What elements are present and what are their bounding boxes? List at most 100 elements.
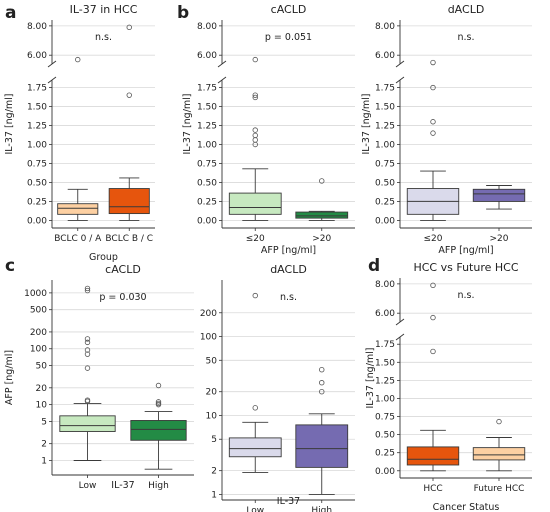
y-tick-label: 0.50 [375, 431, 395, 441]
y-tick-label: 0.75 [375, 159, 395, 169]
x-tick-label: Future HCC [474, 484, 525, 494]
y-tick-label: 1.25 [375, 376, 395, 386]
outlier-point [126, 92, 132, 98]
y-tick-label: 0.50 [27, 178, 47, 188]
outlier-point [84, 351, 91, 357]
y-tick-label: 0.25 [197, 197, 217, 207]
x-tick-label: >20 [312, 234, 331, 244]
y-tick-label: 1.50 [375, 103, 395, 113]
y-tick-label: 0.25 [375, 449, 395, 459]
y-tick-label: 1.00 [197, 141, 217, 151]
x-tick-label: High [148, 481, 169, 491]
y-tick-label: 8.00 [27, 22, 47, 32]
x-axis-label: Group [89, 252, 118, 263]
outlier-point [84, 347, 91, 353]
outlier-point [252, 137, 258, 143]
outlier-point [84, 287, 91, 294]
y-tick-label: 10 [206, 411, 218, 421]
box-iqr [130, 420, 187, 441]
outlier-point [84, 339, 91, 346]
y-tick-label: 0.00 [375, 467, 395, 477]
chart-title: cACLD [105, 263, 141, 276]
y-tick-label: 1.00 [27, 141, 47, 151]
box-iqr [295, 424, 349, 468]
panel-letter-d: d [368, 256, 380, 276]
chart-title: HCC vs Future HCC [413, 261, 518, 274]
outlier-point [252, 127, 258, 133]
y-tick-label: 0.00 [375, 216, 395, 226]
significance-annotation: p = 0.051 [265, 32, 312, 43]
y-tick-label: 100 [30, 345, 47, 355]
y-tick-label: 0.50 [375, 178, 395, 188]
y-axis-label: IL-37 [ng/ml] [361, 93, 372, 154]
y-tick-label: 20 [206, 388, 218, 398]
outlier-point [84, 365, 91, 371]
x-tick-label: High [311, 506, 332, 512]
significance-annotation: p = 0.030 [99, 292, 146, 303]
y-tick-label: 1.75 [197, 84, 217, 94]
y-tick-label: 1.75 [27, 84, 47, 94]
y-tick-label: 0.25 [375, 197, 395, 207]
panel-letter-c: c [5, 256, 15, 276]
outlier-point [319, 367, 325, 373]
outlier-point [430, 282, 436, 289]
outlier-point [430, 314, 436, 321]
x-tick-label: BCLC 0 / A [54, 234, 102, 244]
significance-annotation: n.s. [280, 292, 297, 303]
y-tick-label: 0.00 [197, 216, 217, 226]
x-tick-label: ≤20 [424, 234, 443, 244]
axis-break-mark [47, 60, 57, 68]
y-tick-label: 6.00 [197, 51, 217, 61]
outlier-point [155, 382, 162, 389]
significance-annotation: n.s. [95, 32, 112, 43]
y-axis-label: IL-37 [ng/ml] [4, 93, 15, 154]
panel-letter-b: b [177, 3, 189, 23]
y-tick-label: 0.50 [197, 178, 217, 188]
outlier-point [126, 24, 132, 31]
y-tick-label: 1.75 [375, 84, 395, 94]
y-tick-label: 50 [206, 356, 218, 366]
box-iqr [108, 188, 150, 215]
y-tick-label: 200 [30, 328, 47, 338]
box-iqr [228, 192, 282, 215]
box-iqr [295, 211, 349, 219]
y-tick-label: 2 [41, 440, 47, 450]
y-tick-label: 5 [211, 435, 217, 445]
x-tick-label: Low [79, 481, 97, 491]
axis-break-mark [395, 60, 405, 68]
y-axis-label: IL-37 [ng/ml] [182, 93, 193, 154]
outlier-point [430, 119, 436, 125]
outlier-point [75, 56, 81, 63]
axis-break-mark [395, 333, 405, 341]
y-tick-label: 8.00 [197, 22, 217, 32]
x-axis-label: Cancer Status [433, 502, 500, 512]
y-tick-label: 10 [36, 401, 48, 411]
y-tick-label: 100 [200, 333, 217, 343]
outlier-point [252, 92, 258, 98]
box-iqr [228, 437, 282, 458]
y-tick-label: 1.50 [27, 103, 47, 113]
significance-annotation: n.s. [457, 290, 474, 301]
x-tick-label: Low [246, 506, 264, 512]
y-axis-label: AFP [ng/ml] [4, 350, 15, 405]
outlier-point [252, 405, 258, 411]
outlier-point [430, 84, 436, 91]
chart-title: dACLD [448, 3, 485, 16]
x-tick-label: BCLC B / C [105, 234, 153, 244]
outlier-point [430, 348, 436, 355]
y-tick-label: 1.50 [197, 103, 217, 113]
y-tick-label: 1 [41, 456, 47, 466]
y-tick-label: 0.25 [27, 197, 47, 207]
y-tick-label: 2 [211, 467, 217, 477]
chart-title: IL-37 in HCC [70, 3, 138, 16]
y-tick-label: 1.50 [375, 358, 395, 368]
y-tick-label: 50 [36, 362, 48, 372]
outlier-point [84, 336, 91, 342]
y-tick-label: 0.75 [197, 159, 217, 169]
x-axis-label: AFP [ng/ml] [261, 245, 316, 256]
axis-break-mark [217, 60, 227, 68]
y-tick-label: 8.00 [375, 22, 395, 32]
y-tick-label: 1000 [24, 289, 47, 299]
chart-title: dACLD [270, 263, 307, 276]
